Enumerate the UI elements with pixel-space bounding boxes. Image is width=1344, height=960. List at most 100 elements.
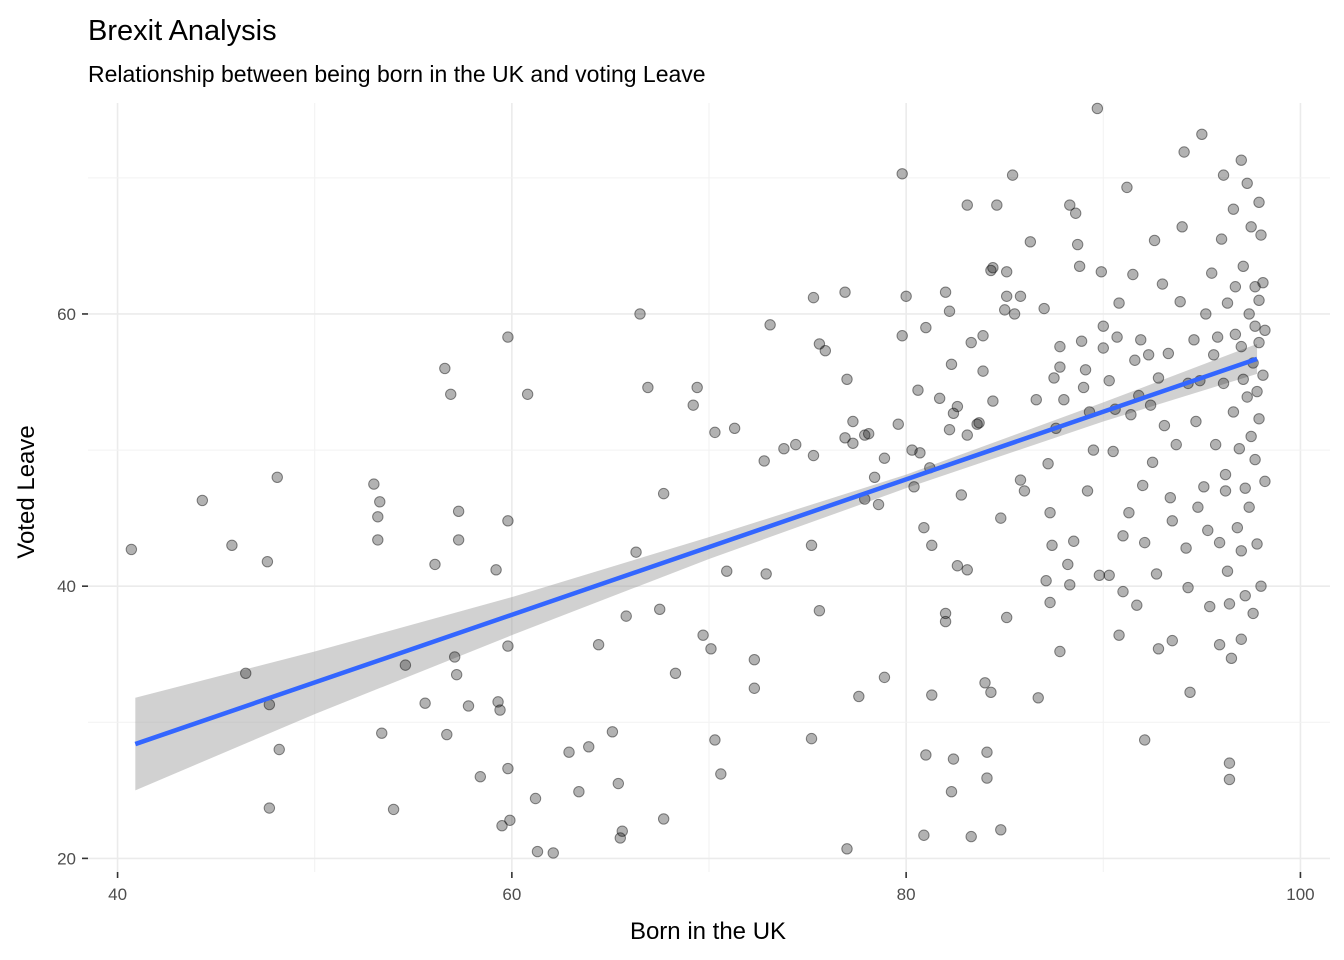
x-axis-title: Born in the UK [630,918,786,945]
data-point [926,689,938,701]
data-point [805,732,818,745]
data-point [1253,413,1265,425]
data-point [758,455,770,467]
data-point [841,843,853,855]
data-point [620,610,632,622]
data-point [125,543,138,556]
data-point [240,667,252,679]
data-point [1257,276,1269,289]
data-point [1176,221,1188,233]
data-point [496,820,508,832]
data-point [1040,575,1052,587]
x-tick-label: 100 [1286,885,1314,904]
x-tick-label: 40 [108,885,127,904]
data-point [374,496,386,508]
data-point [429,558,441,571]
data-point [1077,381,1090,394]
data-point [1235,633,1247,645]
data-point [1146,456,1159,469]
data-point [1180,542,1192,554]
data-point [1200,308,1212,320]
data-point [999,304,1011,316]
data-point [1253,294,1265,307]
data-point [1008,308,1021,320]
data-point [918,829,930,841]
data-point [906,444,918,456]
data-point [1054,361,1066,373]
data-point [642,381,654,394]
data-point [1204,600,1216,613]
data-point [896,330,908,342]
y-axis-title: Voted Leave [13,425,40,558]
data-point [847,415,859,428]
data-point [995,824,1007,836]
data-point [1166,515,1178,527]
data-point [630,546,642,558]
data-point [1095,266,1108,278]
data-point [979,677,991,689]
data-point [1229,281,1242,293]
data-point [504,814,516,826]
data-point [985,264,997,277]
data-point [1006,169,1019,181]
data-point [372,511,384,523]
data-point [973,417,985,429]
data-point [1247,607,1259,620]
data-point [687,399,699,411]
data-point [1221,297,1234,309]
data-point [1125,408,1137,421]
data-point [1259,324,1271,336]
data-point [1241,177,1253,190]
data-point [592,639,605,651]
data-point [1138,536,1151,549]
data-point [1014,290,1027,302]
data-point [1221,565,1234,577]
data-point [995,512,1007,524]
data-point [452,534,465,546]
data-point [1198,481,1210,493]
data-point [1174,296,1186,308]
data-point [634,308,646,320]
data-point [945,358,958,371]
data-point [965,336,977,349]
data-point [1235,545,1247,557]
data-point [529,792,542,805]
data-point [1243,501,1255,513]
data-point [1042,457,1054,470]
data-point [1211,331,1224,343]
data-point [1113,297,1125,309]
data-point [1075,335,1088,347]
data-point [462,700,475,712]
data-point [839,286,851,298]
data-point [1249,453,1261,466]
data-point [1206,267,1218,279]
data-point [1207,349,1220,361]
data-point [1190,415,1202,428]
data-point [1215,233,1228,245]
data-point [263,802,276,814]
data-point [760,568,772,580]
data-point [1144,399,1157,411]
data-point [807,291,820,304]
data-point [273,743,285,756]
data-point [196,494,209,507]
data-point [452,505,465,518]
data-point [1000,611,1013,624]
data-point [1087,444,1100,456]
data-point [839,432,851,444]
data-point [1223,773,1236,786]
data-point [1182,581,1194,594]
data-point [419,697,431,709]
data-point [1064,199,1076,211]
data-point [1117,530,1129,542]
data-point [914,447,926,459]
data-point [1162,347,1175,360]
data-point [813,604,826,617]
data-point [748,682,761,694]
data-point [606,726,619,738]
data-point [1048,372,1060,384]
y-tick-label: 40 [57,577,76,596]
data-point [450,668,463,681]
data-point [862,428,875,440]
